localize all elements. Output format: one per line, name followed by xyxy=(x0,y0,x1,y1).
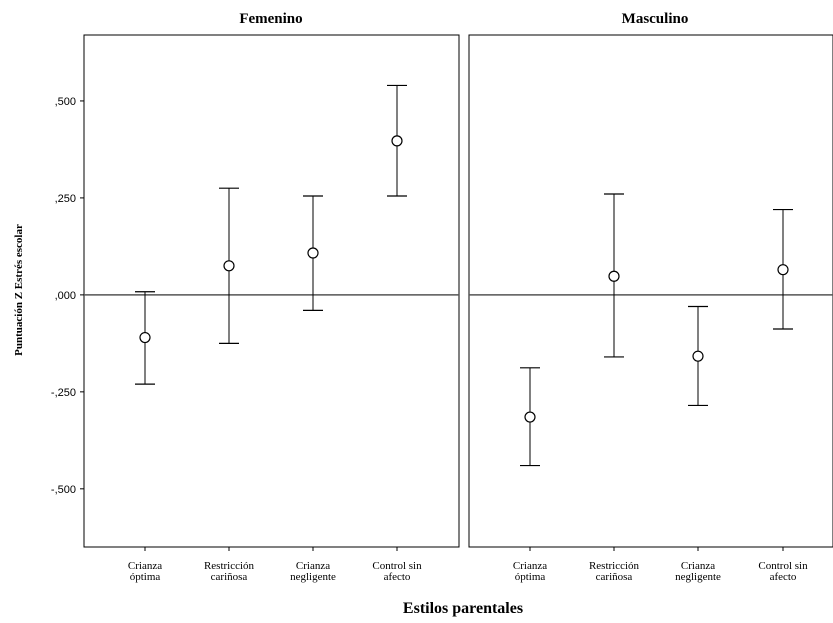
category-label: Control sin xyxy=(758,560,808,572)
mean-point xyxy=(524,411,536,423)
mean-point xyxy=(692,350,704,362)
y-tick-label: ,000 xyxy=(55,290,76,302)
category-label: Restricción xyxy=(589,560,640,572)
category-label: negligente xyxy=(675,571,721,583)
panel-frame xyxy=(83,34,460,548)
y-tick-label: -,250 xyxy=(51,387,76,399)
y-tick-label: ,250 xyxy=(55,193,76,205)
mean-point xyxy=(139,331,151,344)
category-label: óptima xyxy=(515,571,546,583)
y-tick-label: -,500 xyxy=(51,484,76,496)
category-label: Control sin xyxy=(372,560,422,572)
mean-point xyxy=(307,247,319,259)
panel-title-femenino: Femenino xyxy=(239,11,302,27)
panel-frame xyxy=(468,34,833,548)
category-label: Crianza xyxy=(296,560,330,572)
category-label: Crianza xyxy=(128,560,162,572)
category-label: afecto xyxy=(770,571,797,583)
x-axis-label: Estilos parentales xyxy=(403,600,523,617)
plot-layer: ,500,250,000-,250-,500CrianzaóptimaRestr… xyxy=(51,34,833,583)
category-label: Crianza xyxy=(513,560,547,572)
category-label: negligente xyxy=(290,571,336,583)
category-label: Restricción xyxy=(204,560,255,572)
mean-point xyxy=(608,270,620,282)
category-label: cariñosa xyxy=(211,571,248,583)
mean-point xyxy=(391,135,403,147)
category-label: cariñosa xyxy=(596,571,633,583)
panel-title-masculino: Masculino xyxy=(622,11,689,27)
y-tick-label: ,500 xyxy=(55,96,76,108)
mean-point xyxy=(223,260,235,272)
category-label: óptima xyxy=(130,571,161,583)
mean-point xyxy=(777,264,789,276)
y-axis-label: Puntuación Z Estrés escolar xyxy=(13,224,25,356)
category-label: Crianza xyxy=(681,560,715,572)
category-label: afecto xyxy=(384,571,411,583)
